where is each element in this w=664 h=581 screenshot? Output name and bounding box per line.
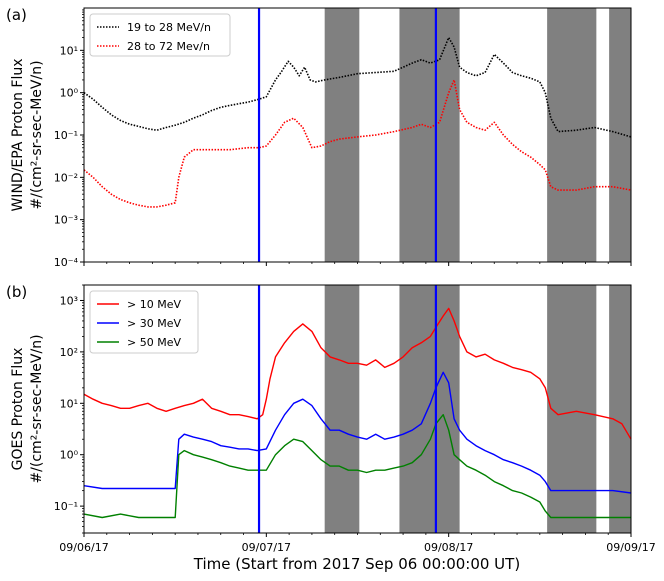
legend-entry: > 50 MeV — [127, 336, 181, 349]
x-tick-label: 09/09/17 — [606, 541, 655, 554]
x-tick-label: 09/07/17 — [242, 541, 291, 554]
shaded-interval — [547, 285, 597, 533]
series-line — [83, 371, 632, 494]
y-tick-label: 10³ — [60, 294, 78, 307]
legend-box — [89, 13, 231, 57]
series-line — [83, 79, 632, 208]
y-tick-label: 10⁻¹ — [54, 129, 78, 142]
x-axis-label: Time (Start from 2017 Sep 06 00:00:00 UT… — [193, 555, 520, 573]
x-tick-label: 09/08/17 — [424, 541, 473, 554]
legend-box — [89, 290, 199, 354]
legend-entry: > 30 MeV — [127, 317, 181, 330]
shaded-interval — [324, 8, 360, 262]
y-axis-label-units: #/(cm²-sr-sec-MeV/n) — [29, 60, 45, 209]
y-tick-label: 10⁻⁴ — [54, 256, 79, 269]
panel-label: (b) — [6, 283, 27, 301]
panel-a: 10⁻⁴ 10⁻³ 10⁻² 10⁻¹ 10⁰ 10¹ (a) WIND/EPA Proton… — [6, 6, 632, 269]
shaded-interval — [399, 8, 460, 262]
y-tick-label: 10⁻¹ — [54, 500, 78, 513]
panel-label: (a) — [6, 6, 27, 24]
shaded-interval — [547, 8, 597, 262]
legend-entry: 28 to 72 Mev/n — [127, 40, 210, 53]
y-tick-label: 10⁻³ — [54, 214, 78, 227]
series-line — [83, 307, 632, 440]
shaded-interval — [609, 8, 631, 262]
x-tick-label: 09/06/17 — [59, 541, 108, 554]
panel-b: 10⁻¹ 10⁰ 10¹ 10² 10³ 09/06/17 09/07/17 09/08/17… — [6, 283, 656, 554]
y-tick-label: 10² — [60, 346, 78, 359]
y-tick-label: 10¹ — [60, 397, 78, 410]
legend-entry: 19 to 28 MeV/n — [127, 21, 211, 34]
legend-entry: > 10 MeV — [127, 298, 181, 311]
y-tick-label: 10⁰ — [60, 449, 79, 462]
shaded-interval — [609, 285, 631, 533]
y-axis-label-units: #/(cm²-sr-sec-MeV/n) — [29, 334, 45, 483]
shaded-interval — [399, 285, 460, 533]
y-tick-label: 10⁻² — [54, 171, 78, 184]
shaded-interval — [324, 285, 360, 533]
y-axis-label: GOES Proton Flux — [10, 348, 26, 471]
y-axis-label: WIND/EPA Proton Flux — [10, 58, 26, 211]
y-tick-label: 10¹ — [60, 44, 78, 57]
y-tick-label: 10⁰ — [60, 87, 79, 100]
series-line — [83, 414, 631, 519]
